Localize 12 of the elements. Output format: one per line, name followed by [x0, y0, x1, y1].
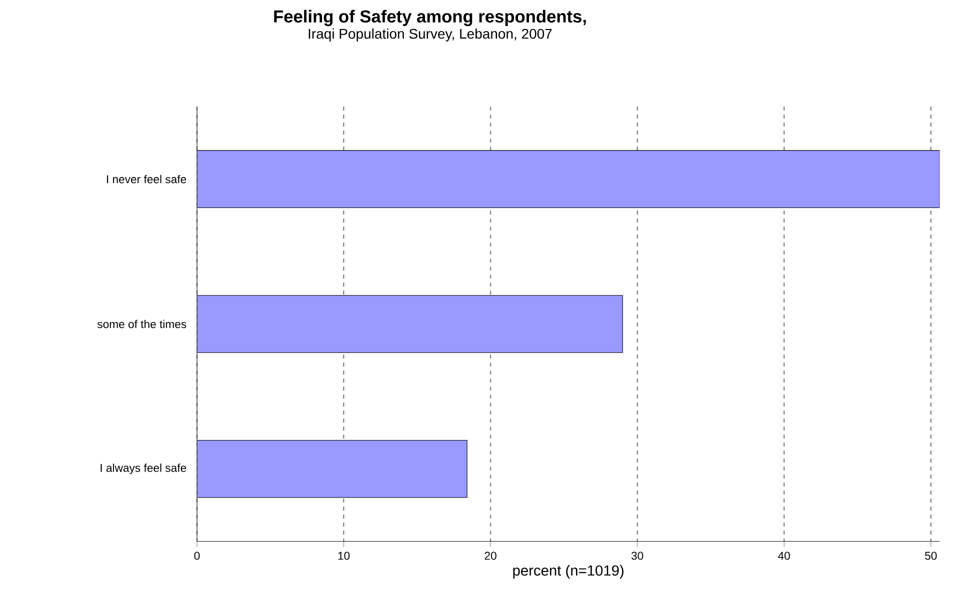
x-tick-label: 50 [925, 552, 937, 560]
x-tick-label: 20 [484, 552, 496, 560]
chart-subtitle: Iraqi Population Survey, Lebanon, 2007 [308, 28, 552, 42]
y-tick-label: I always feel safe [100, 464, 186, 474]
x-tick-label: 30 [631, 552, 644, 560]
chart-title: Feeling of Safety among respondents, [274, 10, 586, 26]
x-tick-label: 10 [338, 552, 350, 560]
x-tick-label: 0 [194, 552, 200, 560]
x-axis-title: percent (n=1019) [513, 564, 624, 579]
y-tick-label: some of the times [97, 320, 186, 328]
y-tick-label: I never feel safe [107, 174, 186, 184]
x-tick-label: 40 [778, 552, 790, 560]
